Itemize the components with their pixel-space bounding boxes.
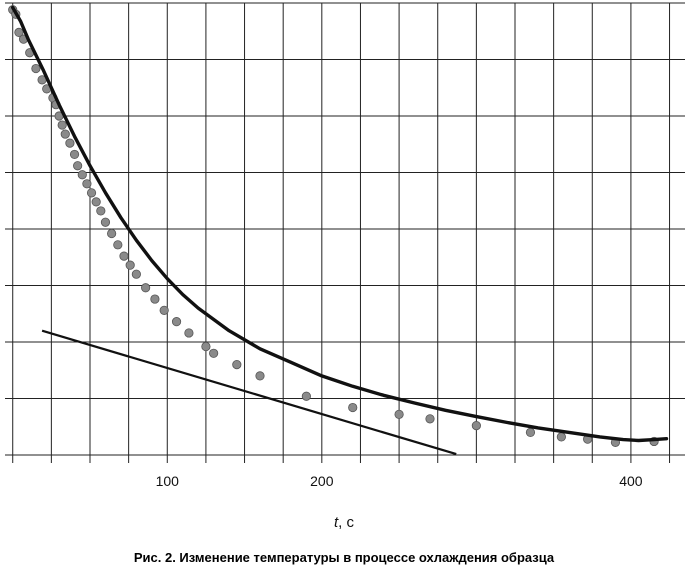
data-point <box>394 409 404 419</box>
data-point <box>131 269 141 279</box>
grid <box>5 2 685 463</box>
data-point <box>86 188 97 198</box>
x-axis-label: t, с <box>0 514 688 531</box>
tangent-line <box>41 329 457 456</box>
data-point <box>232 359 242 370</box>
data-point <box>60 129 70 139</box>
data-point <box>77 170 87 180</box>
data-point <box>96 206 106 216</box>
data-point <box>301 391 311 401</box>
data-point <box>471 421 481 431</box>
x-axis-variable: t <box>333 514 339 531</box>
data-point <box>141 283 151 293</box>
data-point <box>82 179 92 189</box>
x-tick-label: 200 <box>310 473 334 489</box>
data-point <box>57 120 67 130</box>
data-point <box>255 371 265 381</box>
data-point <box>159 305 169 315</box>
data-point <box>556 432 566 442</box>
data-point <box>31 63 41 74</box>
data-point <box>525 427 536 437</box>
tangent-series <box>41 329 457 456</box>
data-point <box>119 251 129 261</box>
data-point <box>171 317 182 327</box>
x-tick-label: 100 <box>156 473 180 489</box>
data-point <box>348 402 358 413</box>
data-point <box>65 138 75 148</box>
data-point <box>69 149 80 160</box>
data-point <box>184 328 194 338</box>
data-point <box>91 197 101 207</box>
data-point <box>100 217 111 227</box>
fit-curve-series <box>11 5 669 443</box>
data-point <box>73 161 83 171</box>
data-point <box>150 294 160 304</box>
x-tick-labels: 100 200 400 <box>156 473 643 489</box>
data-point <box>107 228 117 239</box>
fit-curve <box>11 5 669 443</box>
x-axis-unit: , с <box>338 514 354 531</box>
data-point <box>113 240 123 250</box>
data-point <box>125 260 135 270</box>
data-point <box>201 341 211 352</box>
data-point <box>209 348 219 358</box>
figure-caption: Рис. 2. Изменение температуры в процессе… <box>133 550 555 565</box>
data-point <box>425 414 435 424</box>
data-point <box>14 27 24 37</box>
x-tick-label: 400 <box>619 473 643 489</box>
